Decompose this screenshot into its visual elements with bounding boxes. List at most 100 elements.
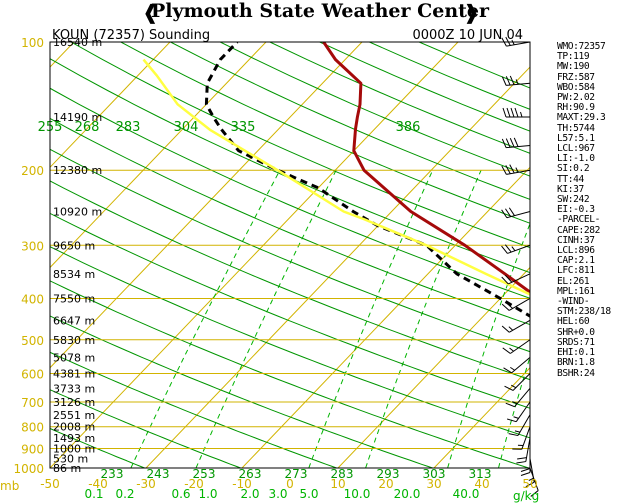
theta-bottom-label: 233 xyxy=(101,467,124,481)
temperature-tick-label: -30 xyxy=(136,477,156,491)
isotherm-line xyxy=(50,42,267,269)
wind-barb-flag xyxy=(509,138,515,148)
page-title: Plymouth State Weather Center xyxy=(150,0,490,22)
temperature-tick-label: 20 xyxy=(378,477,393,491)
mixing-ratio-tick-label: 2.0 xyxy=(240,487,259,501)
wind-barb-flag xyxy=(506,107,511,118)
temperature-tick-label: -20 xyxy=(184,477,204,491)
dry-adiabat-lines xyxy=(50,42,530,468)
wind-barb-half-flag xyxy=(508,326,514,331)
wind-barb-staff xyxy=(525,437,531,462)
wind-barb-half-flag xyxy=(511,246,516,252)
index-item: LFC:811 xyxy=(557,265,595,277)
wind-barb-flag xyxy=(505,76,511,86)
mixing-ratio-tick-label: 5.0 xyxy=(299,487,318,501)
wind-barb xyxy=(501,244,531,254)
index-item: WMO:72357 xyxy=(557,41,606,52)
theta-bottom-label: 313 xyxy=(469,467,492,481)
temperature-tick-label: -10 xyxy=(232,477,252,491)
dry-adiabat-line xyxy=(50,117,530,326)
pressure-unit-label: mb xyxy=(0,479,19,493)
wind-barb xyxy=(505,387,531,408)
wind-barb-flag xyxy=(504,244,512,253)
wind-barb-flag xyxy=(503,367,512,374)
wind-barb-flag xyxy=(501,209,508,219)
height-label: 4381 m xyxy=(53,367,95,380)
height-label: 6647 m xyxy=(53,314,95,327)
mixing-ratio-tick-label: 10.0 xyxy=(344,487,371,501)
wind-barb xyxy=(506,401,531,423)
wind-barb-flag xyxy=(505,36,511,46)
dry-adiabat-line xyxy=(50,148,530,353)
mixing-ratio-tick-label: 0.1 xyxy=(84,487,103,501)
wind-barb xyxy=(501,319,531,333)
wind-barb-flag xyxy=(509,75,515,85)
wind-barb-flag xyxy=(501,303,510,311)
temperature-profile-line xyxy=(322,42,530,294)
height-label: 2551 m xyxy=(53,409,95,422)
wind-barb-staff xyxy=(515,401,531,422)
wind-barb xyxy=(501,164,531,175)
wind-barb-flag xyxy=(501,138,507,148)
dry-adiabat-line xyxy=(50,315,435,468)
wind-barb-flag xyxy=(501,245,508,254)
wind-barb-flag xyxy=(505,165,511,174)
wind-barb-flag xyxy=(501,276,509,285)
temperature-tick-label: 0 xyxy=(286,477,294,491)
wind-barb-flag xyxy=(530,490,539,497)
stability-indices-list: WMO:72357 TP:119 MW:190 FRZ:587 WBO:584 PW:2.… xyxy=(557,41,639,379)
wind-barb-flag xyxy=(501,76,507,86)
dry-adiabat-line xyxy=(50,58,530,274)
mixing-ratio-line xyxy=(130,169,281,468)
wind-barb-flag xyxy=(509,164,515,174)
mixing-ratio-tick-label: 0.6 xyxy=(171,487,190,501)
mixing-ratio-unit-label: g/kg xyxy=(513,489,539,503)
wind-barb xyxy=(504,373,531,391)
wind-barb xyxy=(502,107,530,118)
mixing-ratio-tick-label: 1.0 xyxy=(198,487,217,501)
chart-subtitle-right: 0000Z 10 JUN 04 xyxy=(412,28,523,43)
theta-bottom-label: 243 xyxy=(147,467,170,481)
index-item: EI:-0.3 xyxy=(557,204,595,216)
index-item: SI:0.2 xyxy=(557,163,590,175)
wind-barb-half-flag xyxy=(509,347,514,352)
wind-barb-half-flag xyxy=(514,430,521,433)
wind-barb xyxy=(501,273,531,285)
index-item: EL:261 xyxy=(557,275,590,287)
index-item: STM:238/18 xyxy=(557,306,611,318)
plot-frame xyxy=(49,41,531,469)
theta-top-label: 304 xyxy=(174,120,199,135)
isotherm-line xyxy=(50,42,171,169)
wind-barb-flag xyxy=(517,457,527,460)
height-label: 5830 m xyxy=(53,334,95,347)
height-label: 1493 m xyxy=(53,432,95,445)
index-item: EHI:0.1 xyxy=(557,347,595,359)
wind-barb-flag xyxy=(502,347,511,354)
index-item: CINH:37 xyxy=(557,234,595,246)
dry-adiabat-line xyxy=(50,212,530,409)
wind-barb-flag xyxy=(520,472,531,476)
mixing-ratio-tick-label: 20.0 xyxy=(394,487,421,501)
dry-adiabat-line xyxy=(120,42,530,224)
theta-top-label: 386 xyxy=(396,120,421,135)
logo-right-icon: ❱ xyxy=(463,0,480,24)
pressure-tick-label: 400 xyxy=(21,292,44,306)
isotherm-line xyxy=(433,367,530,468)
index-item: WBO:584 xyxy=(557,81,595,93)
height-label: 2008 m xyxy=(53,421,95,434)
pressure-tick-label: 200 xyxy=(21,164,44,178)
index-item: L57:5.1 xyxy=(557,132,595,144)
temperature-tick-label: -40 xyxy=(88,477,108,491)
mixing-ratio-tick-label: 40.0 xyxy=(453,487,480,501)
height-label: 5078 m xyxy=(53,351,95,364)
chart-subtitle-left: KOUN (72357) Sounding xyxy=(52,28,210,43)
index-item: TP:119 xyxy=(557,51,590,63)
dewpoint-profile-line xyxy=(204,42,530,318)
height-label: 12380 m xyxy=(53,164,102,177)
index-item: SW:242 xyxy=(557,194,590,206)
wind-barb-flag xyxy=(501,165,507,175)
theta-top-label: 283 xyxy=(116,120,141,135)
dry-adiabat-line xyxy=(50,389,243,468)
index-item: -PARCEL- xyxy=(557,214,601,226)
wind-barb-half-flag xyxy=(512,401,518,405)
